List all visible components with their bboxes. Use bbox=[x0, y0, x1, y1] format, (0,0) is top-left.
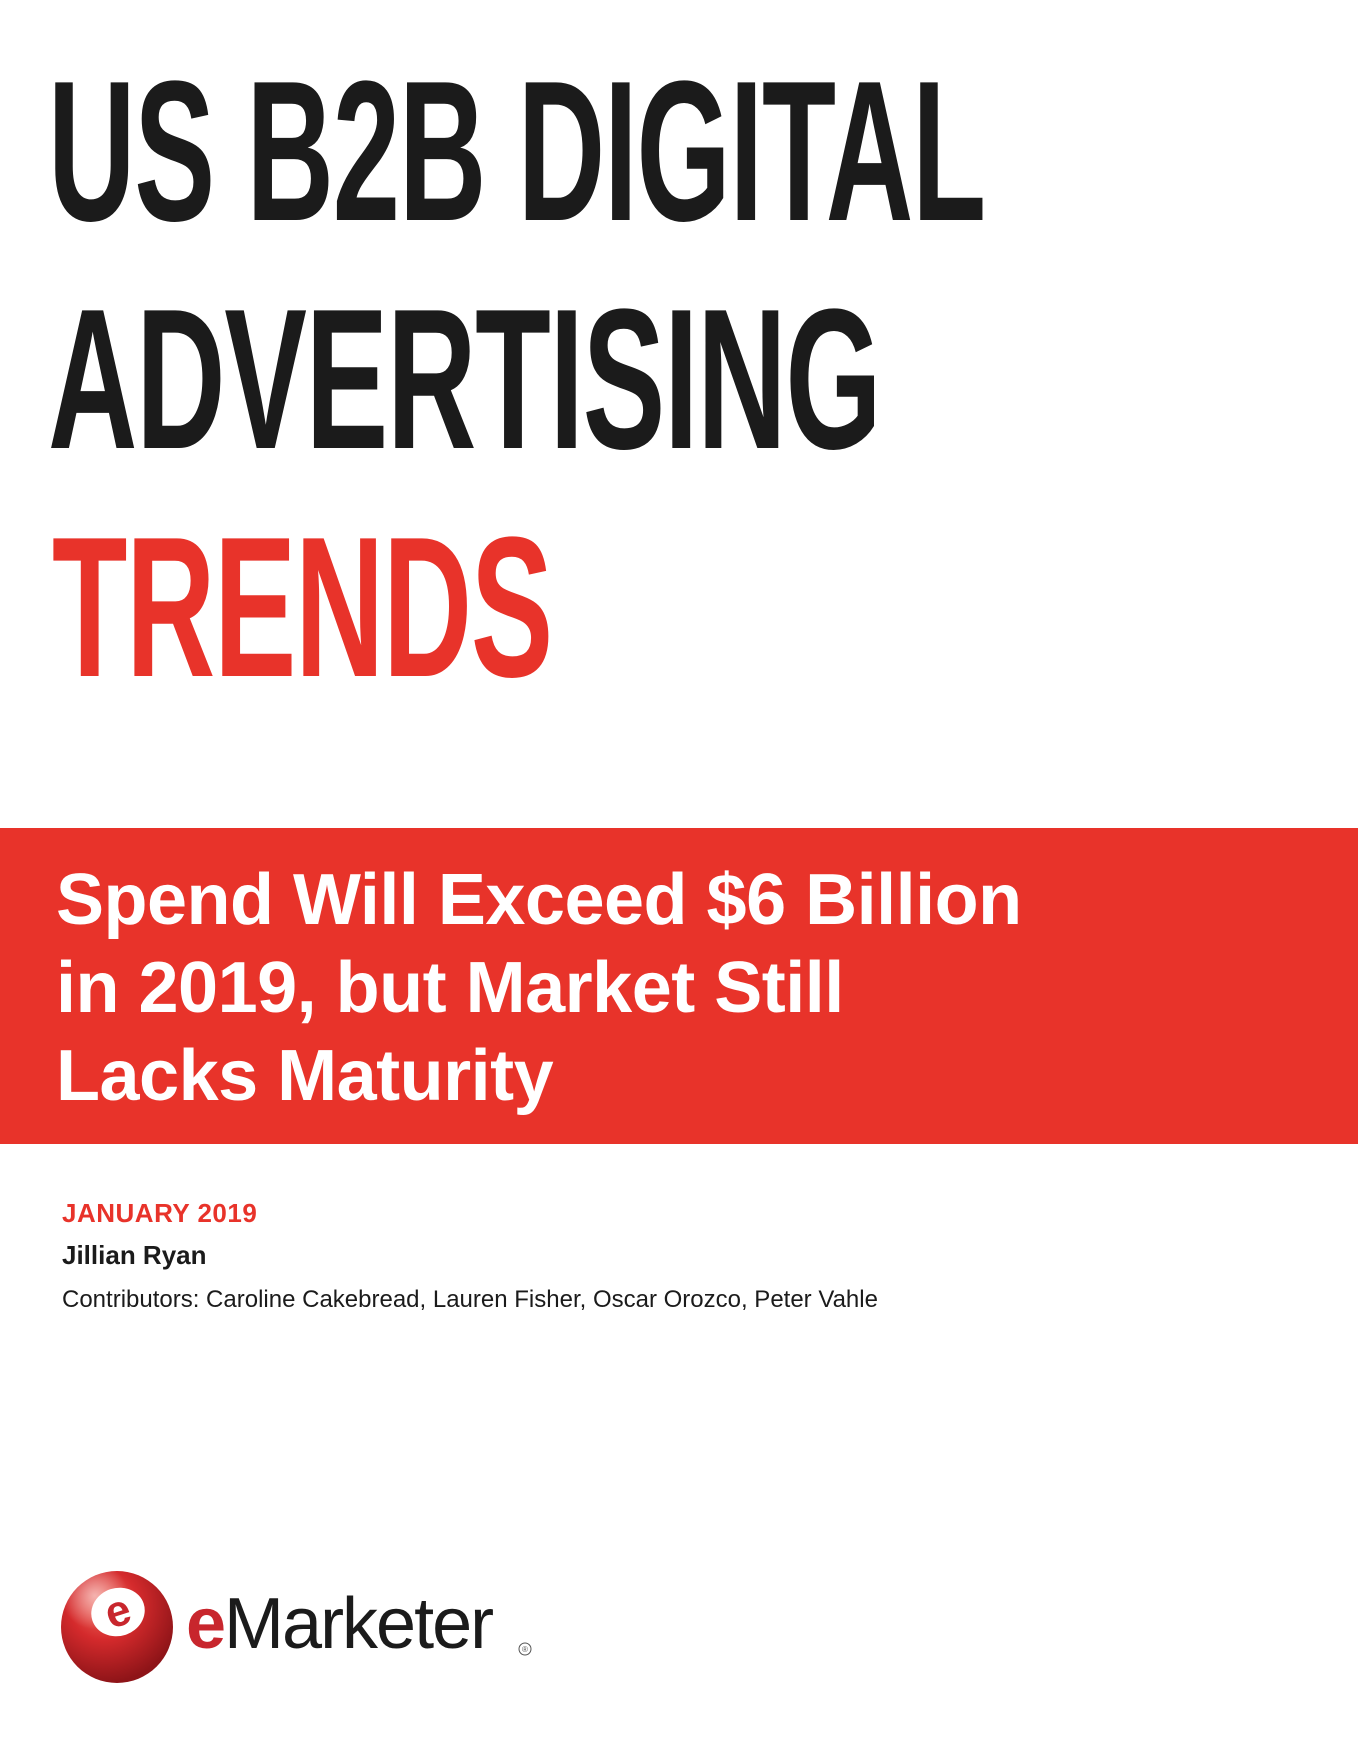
author-name: Jillian Ryan bbox=[62, 1240, 207, 1270]
subtitle-banner: Spend Will Exceed $6 Billion in 2019, bu… bbox=[0, 828, 1358, 1144]
title-line-3-accent: TRENDS bbox=[52, 496, 553, 719]
registered-mark-text: ® bbox=[522, 1645, 528, 1654]
subtitle-line-1: Spend Will Exceed $6 Billion bbox=[56, 860, 1022, 940]
registered-mark-icon: ® bbox=[518, 1642, 532, 1656]
publication-date: JANUARY 2019 bbox=[62, 1198, 258, 1228]
title-line-1: US B2B DIGITAL bbox=[48, 40, 986, 263]
emarketer-wordmark: eMarketer bbox=[186, 1588, 494, 1660]
subtitle-line-3: Lacks Maturity bbox=[56, 1036, 554, 1116]
emarketer-logo: e eMarketer ® bbox=[58, 1568, 578, 1688]
emarketer-ball-icon: e bbox=[61, 1571, 173, 1683]
contributors-list: Contributors: Caroline Cakebread, Lauren… bbox=[62, 1286, 878, 1313]
title-line-2: ADVERTISING bbox=[48, 268, 882, 491]
wordmark-marketer: Marketer bbox=[224, 1584, 494, 1664]
wordmark-e: e bbox=[186, 1584, 226, 1664]
subtitle-line-2: in 2019, but Market Still bbox=[56, 948, 844, 1028]
